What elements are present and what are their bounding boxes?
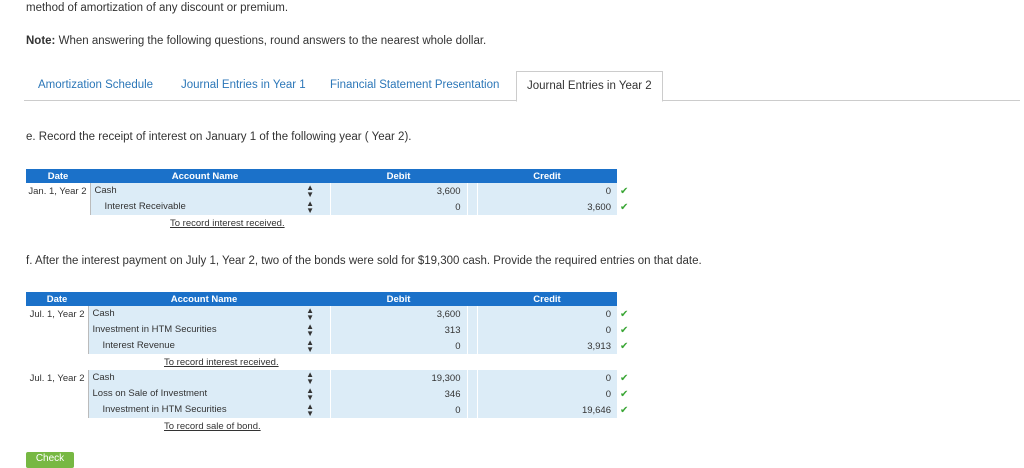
account-select[interactable]: Investment in HTM Securities ▲ ▼ — [87, 322, 320, 338]
credit-input[interactable]: 0 — [476, 306, 617, 322]
question-e: e. Record the receipt of interest on Jan… — [26, 131, 412, 143]
table-row: Investment in HTM Securities ▲ ▼ 0 19,646 … — [26, 402, 631, 418]
account-name: Cash — [92, 308, 115, 319]
debit-input[interactable]: 3,600 — [329, 306, 467, 322]
credit-input[interactable]: 0 — [476, 322, 617, 338]
debit-input[interactable]: 313 — [329, 322, 467, 338]
intro-text: method of amortization of any discount o… — [26, 2, 289, 14]
checkmark-icon: ✔ — [620, 308, 629, 320]
account-name: Interest Receivable — [104, 201, 186, 212]
account-name: Cash — [94, 185, 117, 196]
select-arrows-icon: ▲ ▼ — [306, 338, 314, 354]
select-arrows-icon: ▲ ▼ — [306, 183, 314, 199]
account-select[interactable]: Interest Revenue ▲ ▼ — [87, 338, 320, 354]
note-text: When answering the following questions, … — [55, 35, 487, 47]
select-arrows-icon: ▲ ▼ — [306, 402, 314, 418]
account-select[interactable]: Loss on Sale of Investment ▲ ▼ — [87, 386, 320, 402]
entry-date — [26, 338, 88, 354]
question-f: f. After the interest payment on July 1,… — [26, 255, 702, 267]
entry-memo: To record sale of bond. — [164, 420, 261, 432]
entry-memo: To record interest received. — [164, 356, 279, 368]
header-credit: Credit — [477, 169, 617, 183]
debit-input[interactable]: 346 — [329, 386, 467, 402]
credit-input[interactable]: 19,646 — [476, 402, 617, 418]
entry-date — [26, 199, 90, 215]
select-arrows-icon: ▲ ▼ — [306, 306, 314, 322]
header-debit: Debit — [330, 292, 467, 306]
account-name: Cash — [92, 372, 115, 383]
account-select[interactable]: Cash ▲ ▼ — [87, 306, 320, 322]
checkmark-icon: ✔ — [620, 388, 629, 400]
header-account-name: Account Name — [88, 292, 320, 306]
account-select[interactable]: Cash ▲ ▼ — [87, 370, 320, 386]
tab-journal-entries-year-2[interactable]: Journal Entries in Year 2 — [516, 71, 663, 102]
header-account-name: Account Name — [90, 169, 320, 183]
entry-date: Jan. 1, Year 2 — [28, 185, 87, 197]
credit-input[interactable]: 3,600 — [476, 199, 617, 215]
entry-date — [26, 322, 88, 338]
credit-input[interactable]: 0 — [476, 370, 617, 386]
select-arrows-icon: ▲ ▼ — [306, 386, 314, 402]
credit-input[interactable]: 0 — [476, 183, 617, 199]
note-label: Note: — [26, 35, 56, 47]
entry-date — [26, 402, 88, 418]
journal-table-f: Date Account Name Debit Credit Jul. 1, Y… — [26, 292, 631, 434]
table-row: Interest Receivable ▲ ▼ 0 3,600 ✔ — [26, 199, 631, 215]
table-row: Investment in HTM Securities ▲ ▼ 313 0 ✔ — [26, 322, 631, 338]
table-row: Jan. 1, Year 2 Cash ▲ ▼ 3,600 0 ✔ — [26, 183, 631, 199]
tab-bar: Amortization Schedule Journal Entries in… — [24, 71, 1020, 102]
debit-input[interactable]: 0 — [329, 199, 467, 215]
checkmark-icon: ✔ — [620, 340, 629, 352]
select-arrows-icon: ▲ ▼ — [306, 199, 314, 215]
account-name: Investment in HTM Securities — [92, 324, 217, 335]
account-select[interactable]: Interest Receivable ▲ ▼ — [89, 199, 320, 215]
check-button[interactable]: Check — [26, 452, 74, 468]
account-select[interactable]: Cash ▲ ▼ — [89, 183, 320, 199]
debit-input[interactable]: 0 — [329, 402, 467, 418]
credit-input[interactable]: 0 — [476, 386, 617, 402]
entry-date: Jul. 1, Year 2 — [29, 308, 85, 320]
checkmark-icon: ✔ — [620, 404, 629, 416]
account-select[interactable]: Investment in HTM Securities ▲ ▼ — [87, 402, 320, 418]
journal-table-e: Date Account Name Debit Credit Jan. 1, Y… — [26, 169, 631, 231]
table-row: Interest Revenue ▲ ▼ 0 3,913 ✔ — [26, 338, 631, 354]
debit-input[interactable]: 3,600 — [329, 183, 467, 199]
table-row: Jul. 1, Year 2 Cash ▲ ▼ 19,300 0 ✔ — [26, 370, 631, 386]
entry-memo: To record interest received. — [170, 217, 285, 229]
header-date: Date — [26, 169, 90, 183]
header-credit: Credit — [477, 292, 617, 306]
tab-journal-entries-year-1[interactable]: Journal Entries in Year 1 — [181, 79, 306, 91]
header-debit: Debit — [330, 169, 467, 183]
debit-input[interactable]: 0 — [329, 338, 467, 354]
account-name: Interest Revenue — [102, 340, 175, 351]
checkmark-icon: ✔ — [620, 185, 629, 197]
credit-input[interactable]: 3,913 — [476, 338, 617, 354]
select-arrows-icon: ▲ ▼ — [306, 322, 314, 338]
entry-date: Jul. 1, Year 2 — [29, 372, 85, 384]
checkmark-icon: ✔ — [620, 201, 629, 213]
tab-financial-statement-presentation[interactable]: Financial Statement Presentation — [330, 79, 500, 91]
select-arrows-icon: ▲ ▼ — [306, 370, 314, 386]
account-name: Investment in HTM Securities — [102, 404, 227, 415]
tab-amortization-schedule[interactable]: Amortization Schedule — [38, 79, 154, 91]
checkmark-icon: ✔ — [620, 324, 629, 336]
entry-date — [26, 386, 88, 402]
debit-input[interactable]: 19,300 — [329, 370, 467, 386]
header-date: Date — [26, 292, 88, 306]
table-row: Jul. 1, Year 2 Cash ▲ ▼ 3,600 0 ✔ — [26, 306, 631, 322]
account-name: Loss on Sale of Investment — [92, 388, 208, 399]
note: Note: When answering the following quest… — [26, 35, 486, 47]
table-row: Loss on Sale of Investment ▲ ▼ 346 0 ✔ — [26, 386, 631, 402]
checkmark-icon: ✔ — [620, 372, 629, 384]
